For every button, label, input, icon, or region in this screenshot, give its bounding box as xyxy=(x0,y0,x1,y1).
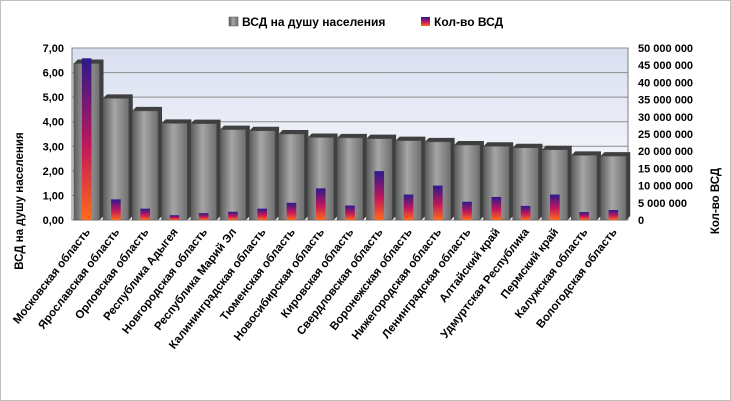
legend-swatch-count xyxy=(421,17,430,26)
y-tick-label: 3,00 xyxy=(43,141,64,153)
bar-count xyxy=(286,202,297,220)
bar-count xyxy=(345,205,355,220)
y-tick-label: 2,00 xyxy=(43,166,64,178)
legend-swatch-per-capita xyxy=(228,16,239,27)
bar-count xyxy=(550,194,560,220)
legend: ВСД на душу населения Кол-во ВСД xyxy=(228,15,504,29)
y2-tick-label: 40 000 000 xyxy=(638,77,693,89)
bars xyxy=(73,58,631,221)
bar-count xyxy=(111,199,121,220)
bar-per-capita-depth xyxy=(512,143,543,220)
bar-count xyxy=(228,211,238,220)
y2-tick-label: 15 000 000 xyxy=(638,163,693,175)
bar-count xyxy=(374,171,385,220)
y2-tick-label: 35 000 000 xyxy=(638,95,693,107)
bar-per-capita-depth xyxy=(424,137,455,220)
bar-count xyxy=(520,205,531,220)
y2-tick-label: 10 000 000 xyxy=(638,181,693,193)
y-tick-label: 0,00 xyxy=(43,215,64,227)
y-tick-label: 6,00 xyxy=(43,68,64,80)
bar-per-capita-depth xyxy=(278,130,309,220)
y2-tick-label: 30 000 000 xyxy=(638,112,693,124)
bar-per-capita-depth xyxy=(132,106,163,220)
bar-per-capita-depth xyxy=(103,94,133,220)
y2-tick-label: 20 000 000 xyxy=(638,146,693,158)
bar-per-capita-depth xyxy=(337,133,367,220)
bar-count xyxy=(257,208,268,220)
bar-count xyxy=(432,185,443,220)
bar-per-capita xyxy=(190,123,217,221)
y2-tick-label: 0 xyxy=(638,215,644,227)
y2-axis-title: Кол-во ВСД xyxy=(710,168,722,234)
y-tick-label: 7,00 xyxy=(43,43,64,55)
bar-per-capita-depth xyxy=(454,141,484,220)
bar-count xyxy=(169,215,180,220)
bar-per-capita-depth xyxy=(600,152,631,220)
y-tick-label: 5,00 xyxy=(43,92,64,104)
bar-per-capita-depth xyxy=(395,136,426,220)
bar-per-capita-depth xyxy=(366,134,397,220)
bar-per-capita xyxy=(161,123,188,221)
bar-count xyxy=(462,201,472,220)
bar-count xyxy=(81,58,92,220)
bar-per-capita-depth xyxy=(571,151,601,220)
bar-count xyxy=(491,196,502,220)
bar-per-capita xyxy=(132,110,159,221)
bar-per-capita xyxy=(249,130,276,221)
bar-count xyxy=(315,188,326,220)
y-axis-right: 0 5 000 000 10 000 000 15 000 000 20 000 000… xyxy=(638,43,693,227)
bar-per-capita xyxy=(219,129,247,221)
y2-tick-label: 45 000 000 xyxy=(638,60,693,72)
y2-tick-label: 50 000 000 xyxy=(638,43,693,55)
bar-count xyxy=(198,213,209,220)
y-axis-left: 0,00 1,00 2,00 3,00 4,00 5,00 6,00 7,00 xyxy=(43,43,64,227)
bar-per-capita-depth xyxy=(161,119,192,220)
bar-count xyxy=(403,194,414,220)
y-tick-label: 1,00 xyxy=(43,190,64,202)
bar-per-capita-depth xyxy=(307,133,338,220)
bar-per-capita-depth xyxy=(190,119,221,220)
y-axis-title: ВСД на душу населения xyxy=(14,132,26,269)
y2-tick-label: 25 000 000 xyxy=(638,129,693,141)
bar-per-capita-depth xyxy=(483,142,514,220)
bar-per-capita-depth xyxy=(73,59,104,221)
bar-per-capita-depth xyxy=(249,126,280,220)
bar-count xyxy=(608,210,619,220)
legend-label-per-capita: ВСД на душу населения xyxy=(242,15,385,29)
bar-count xyxy=(579,212,589,220)
bar-per-capita-depth xyxy=(220,125,250,220)
bar-per-capita xyxy=(570,155,598,221)
y2-tick-label: 5 000 000 xyxy=(638,198,687,210)
legend-label-count: Кол-во ВСД xyxy=(434,15,504,29)
y-tick-label: 4,00 xyxy=(43,117,64,129)
bar-count xyxy=(140,208,150,220)
bar-per-capita-depth xyxy=(541,145,572,220)
bar-per-capita xyxy=(600,155,627,221)
